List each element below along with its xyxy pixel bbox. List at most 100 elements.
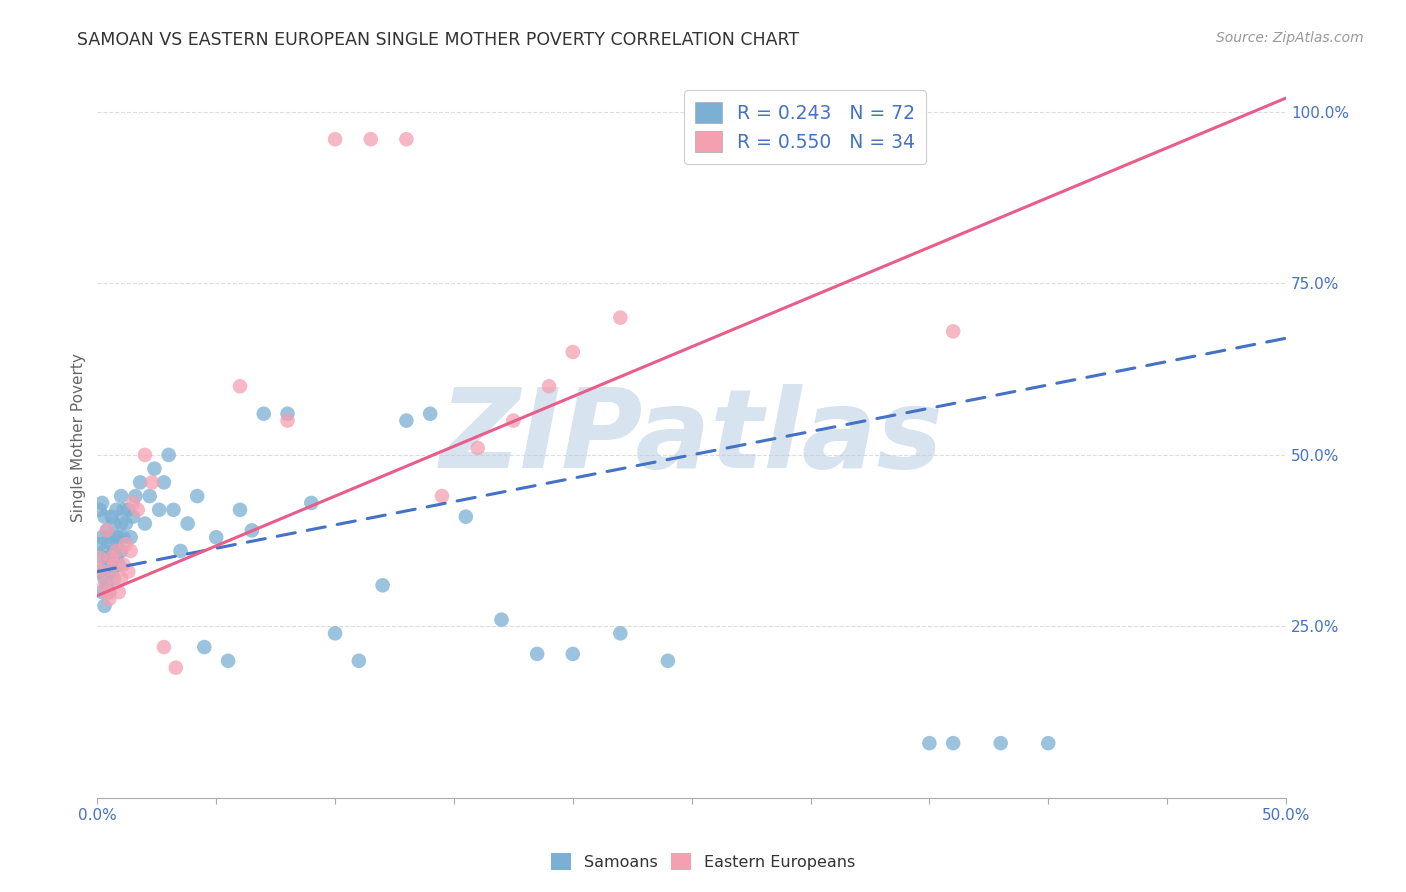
Legend: R = 0.243   N = 72, R = 0.550   N = 34: R = 0.243 N = 72, R = 0.550 N = 34 (685, 90, 927, 164)
Point (103, 516, 125, 531)
Point (122, 509, 145, 524)
Text: SAMOAN VS EASTERN EUROPEAN SINGLE MOTHER POVERTY CORRELATION CHART: SAMOAN VS EASTERN EUROPEAN SINGLE MOTHER… (77, 31, 800, 49)
Point (96, 578, 118, 592)
Point (117, 565, 139, 579)
Point (918, 736, 941, 750)
Point (217, 654, 239, 668)
Point (107, 585, 129, 599)
Point (89, 537, 111, 551)
Point (91, 585, 114, 599)
Point (103, 571, 125, 585)
Point (229, 379, 252, 393)
Point (105, 550, 128, 565)
Point (107, 530, 129, 544)
Point (107, 558, 129, 572)
Point (253, 407, 276, 421)
Point (93, 571, 115, 585)
Point (100, 537, 122, 551)
Point (103, 558, 125, 572)
Point (115, 516, 138, 531)
Point (157, 448, 180, 462)
Text: Source: ZipAtlas.com: Source: ZipAtlas.com (1216, 31, 1364, 45)
Point (91, 530, 114, 544)
Point (98, 585, 121, 599)
Point (162, 503, 184, 517)
Point (112, 558, 135, 572)
Point (96, 524, 118, 538)
Point (105, 544, 128, 558)
Point (942, 324, 965, 338)
Point (526, 647, 548, 661)
Point (112, 503, 135, 517)
Point (98, 592, 121, 607)
Point (193, 640, 215, 654)
Point (430, 489, 453, 503)
Point (186, 489, 208, 503)
Point (115, 537, 138, 551)
Point (240, 524, 263, 538)
Point (537, 379, 560, 393)
Point (103, 544, 125, 558)
Point (419, 407, 441, 421)
Point (93, 599, 115, 613)
Point (100, 550, 122, 565)
Point (561, 345, 583, 359)
Point (176, 516, 198, 531)
Point (148, 503, 170, 517)
Point (122, 496, 145, 510)
Point (277, 407, 299, 421)
Point (105, 503, 128, 517)
Point (454, 509, 477, 524)
Point (1038, 736, 1060, 750)
Point (502, 414, 524, 428)
Legend: Samoans, Eastern Europeans: Samoans, Eastern Europeans (544, 847, 862, 877)
Point (110, 489, 132, 503)
Point (127, 503, 149, 517)
Point (98, 585, 121, 599)
Point (120, 544, 142, 558)
Point (609, 626, 631, 640)
Point (112, 530, 135, 544)
Point (323, 626, 346, 640)
Point (165, 661, 187, 675)
Point (153, 475, 176, 490)
Point (100, 565, 122, 579)
Point (467, 441, 489, 455)
Point (141, 475, 163, 490)
Point (169, 544, 191, 558)
Y-axis label: Single Mother Poverty: Single Mother Poverty (72, 353, 86, 522)
Point (347, 654, 370, 668)
Point (91, 565, 114, 579)
Point (371, 578, 394, 592)
Point (110, 571, 132, 585)
Point (103, 571, 125, 585)
Point (98, 530, 121, 544)
Point (395, 132, 418, 146)
Text: ZIPatlas: ZIPatlas (440, 384, 943, 491)
Point (153, 640, 176, 654)
Point (360, 132, 382, 146)
Point (100, 509, 122, 524)
Point (110, 544, 132, 558)
Point (561, 647, 583, 661)
Point (205, 530, 228, 544)
Point (229, 503, 252, 517)
Point (942, 736, 965, 750)
Point (138, 489, 160, 503)
Point (91, 550, 114, 565)
Point (93, 509, 115, 524)
Point (990, 736, 1012, 750)
Point (91, 496, 114, 510)
Point (299, 496, 322, 510)
Point (93, 578, 115, 592)
Point (143, 461, 166, 475)
Point (395, 414, 418, 428)
Point (89, 503, 111, 517)
Point (124, 489, 146, 503)
Point (89, 565, 111, 579)
Point (657, 654, 679, 668)
Point (93, 544, 115, 558)
Point (117, 503, 139, 517)
Point (120, 530, 142, 544)
Point (134, 448, 156, 462)
